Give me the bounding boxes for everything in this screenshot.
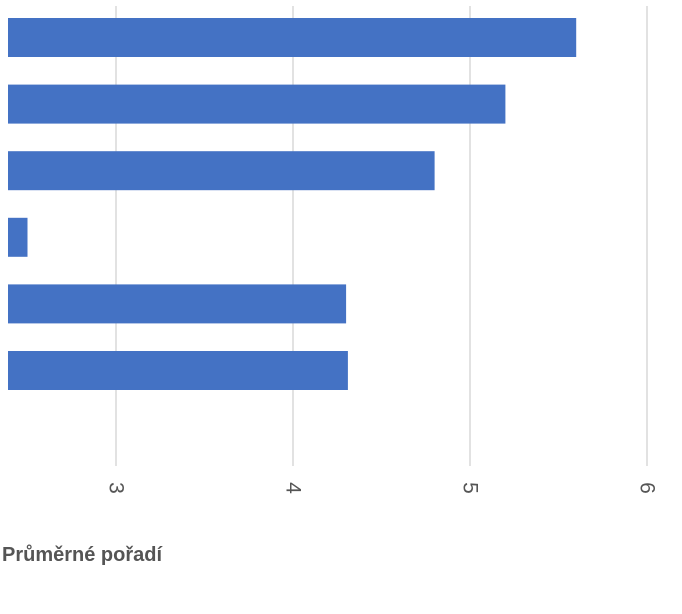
- bar-6: [8, 351, 348, 390]
- gridlines: [115, 6, 648, 466]
- x-tick-label-4: 4: [282, 482, 305, 494]
- bar-5: [8, 284, 347, 324]
- bar-1: [8, 18, 577, 57]
- bar-3: [8, 151, 435, 191]
- bar-4: [8, 217, 28, 257]
- bar-2: [8, 84, 506, 124]
- x-tick-label-5: 5: [459, 482, 482, 494]
- x-axis-title: Průměrné pořadí: [2, 544, 163, 566]
- x-tick-label-3: 3: [105, 482, 128, 494]
- x-tick-labels: 3 4 5 6: [105, 482, 659, 494]
- x-tick-label-6: 6: [636, 482, 659, 494]
- bars: [8, 18, 577, 390]
